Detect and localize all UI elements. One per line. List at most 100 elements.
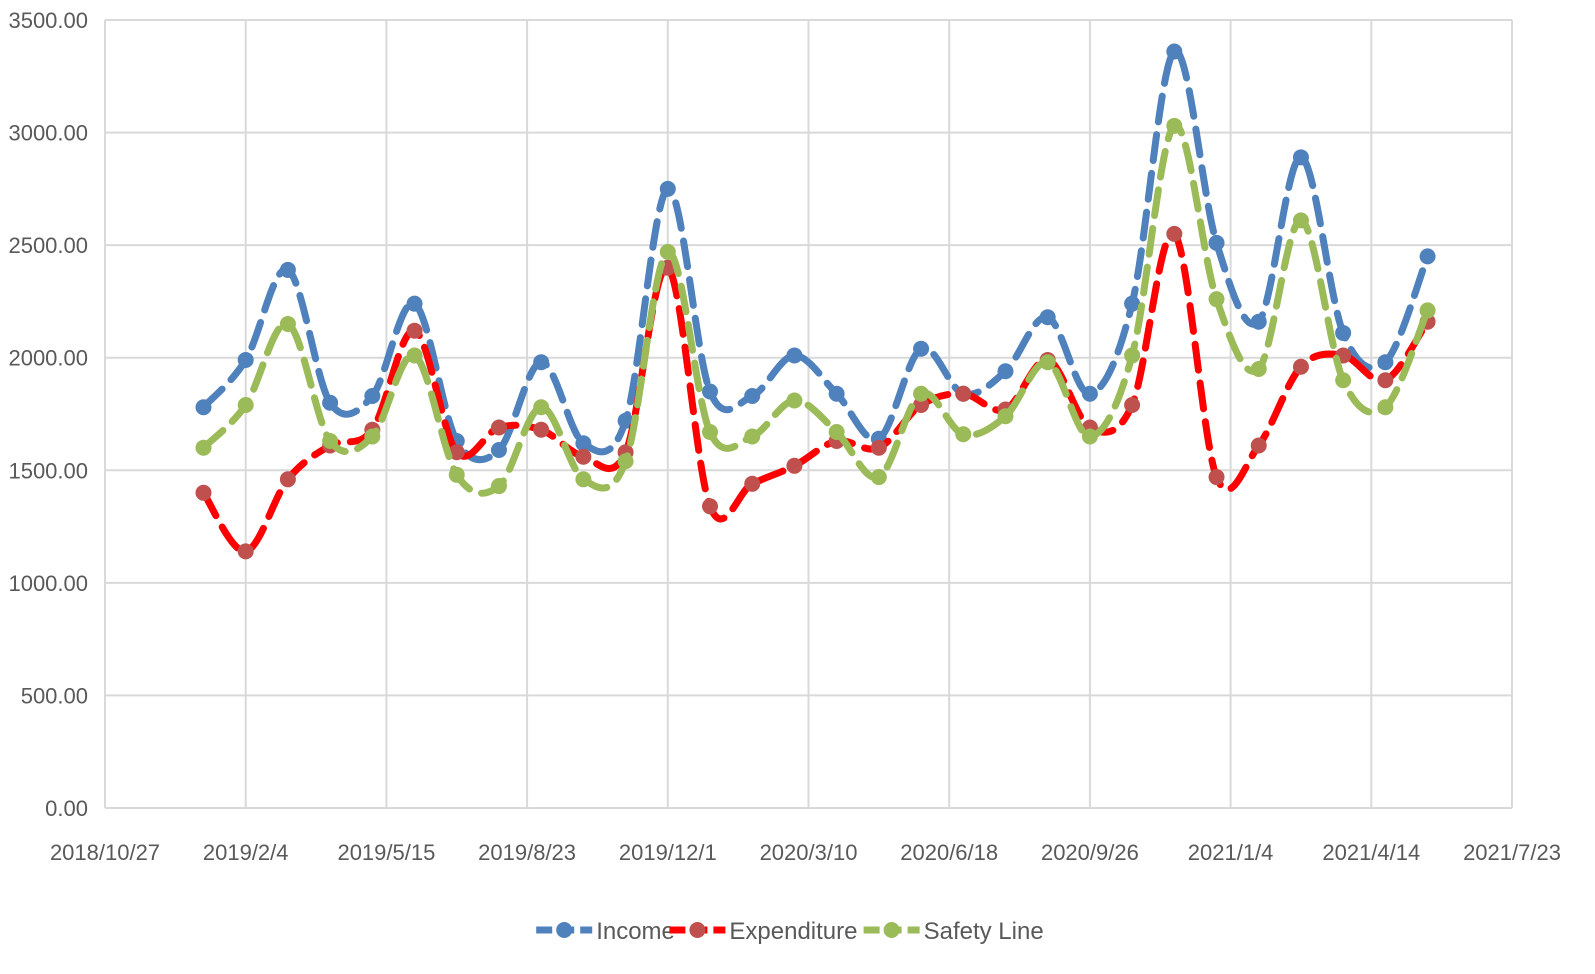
y-tick-label: 500.00 [21,683,88,708]
data-point [1335,372,1352,389]
y-tick-label: 1000.00 [8,571,88,596]
y-tick-label: 3500.00 [8,8,88,33]
data-point [364,387,381,404]
data-point [744,428,761,445]
legend: Income Expenditure Safety Line [536,918,1044,945]
x-tick-label: 2018/10/27 [50,840,160,865]
data-point [913,385,930,402]
data-point [1208,234,1225,251]
data-point [322,394,339,411]
data-point [1124,347,1141,364]
data-point [279,261,296,278]
legend-swatch-marker [689,922,706,938]
legend-label: Expenditure [729,918,857,945]
data-point [870,439,887,456]
data-point [744,475,761,492]
y-tick-label: 1500.00 [8,458,88,483]
data-point [786,347,803,364]
data-point [1166,43,1183,60]
series-line [200,47,1432,464]
data-point [1124,295,1141,312]
data-point [1292,358,1309,375]
legend-swatch-marker [556,922,573,938]
data-point [997,408,1014,425]
data-point [448,466,465,483]
data-point [955,426,972,443]
data-point [195,439,212,456]
data-point [702,424,719,441]
data-point [322,433,339,450]
data-point [575,448,592,465]
data-point [406,322,423,339]
data-point [490,478,507,495]
data-point [1039,354,1056,371]
data-point [1166,225,1183,242]
x-tick-label: 2021/1/4 [1188,840,1274,865]
y-tick-label: 0.00 [45,796,88,821]
data-point [1419,302,1436,319]
data-point [913,396,930,413]
y-tick-label: 3000.00 [8,121,88,146]
data-point [1292,149,1309,166]
data-point [1377,354,1394,371]
data-point [659,243,676,260]
data-point [1419,248,1436,265]
data-point [786,392,803,409]
x-tick-label: 2020/3/10 [760,840,858,865]
data-point [237,396,254,413]
y-tick-label: 2500.00 [8,233,88,258]
data-point [364,428,381,445]
data-point [997,363,1014,380]
data-point [617,412,634,429]
data-point [786,457,803,474]
data-point [702,498,719,515]
data-point [195,399,212,416]
series-group [195,43,1436,560]
data-point [279,471,296,488]
data-point [406,347,423,364]
x-tick-label: 2019/12/1 [619,840,717,865]
data-point [490,442,507,459]
data-point [195,484,212,501]
data-point [237,351,254,368]
data-point [1335,324,1352,341]
data-point [533,421,550,438]
x-tick-label: 2019/8/23 [478,840,576,865]
data-point [828,385,845,402]
data-point [575,435,592,452]
data-point [1377,399,1394,416]
data-point [1250,360,1267,377]
x-tick-label: 2020/9/26 [1041,840,1139,865]
x-tick-label: 2020/6/18 [900,840,998,865]
x-tick-label: 2019/5/15 [337,840,435,865]
data-point [870,469,887,486]
y-tick-label: 2000.00 [8,346,88,371]
data-point [406,295,423,312]
x-tick-label: 2019/2/4 [203,840,289,865]
data-point [1377,372,1394,389]
data-point [828,424,845,441]
data-point [448,444,465,461]
data-point [1081,385,1098,402]
data-point [1292,212,1309,229]
data-point [237,543,254,560]
data-point [1208,291,1225,308]
series-expenditure [195,225,1436,560]
data-point [1250,437,1267,454]
series-income [195,43,1436,464]
data-point [955,385,972,402]
data-point [1124,396,1141,413]
axes: 0.00 500.00 1000.00 1500.00 2000.00 2500.00 30… [8,8,1560,865]
data-point [533,399,550,416]
legend-item-income: Income [536,918,675,945]
data-point [913,340,930,357]
data-point [617,453,634,470]
data-point [1039,309,1056,326]
data-point [279,315,296,332]
data-point [1250,313,1267,330]
data-point [1208,469,1225,486]
data-point [1166,117,1183,134]
data-point [533,354,550,371]
